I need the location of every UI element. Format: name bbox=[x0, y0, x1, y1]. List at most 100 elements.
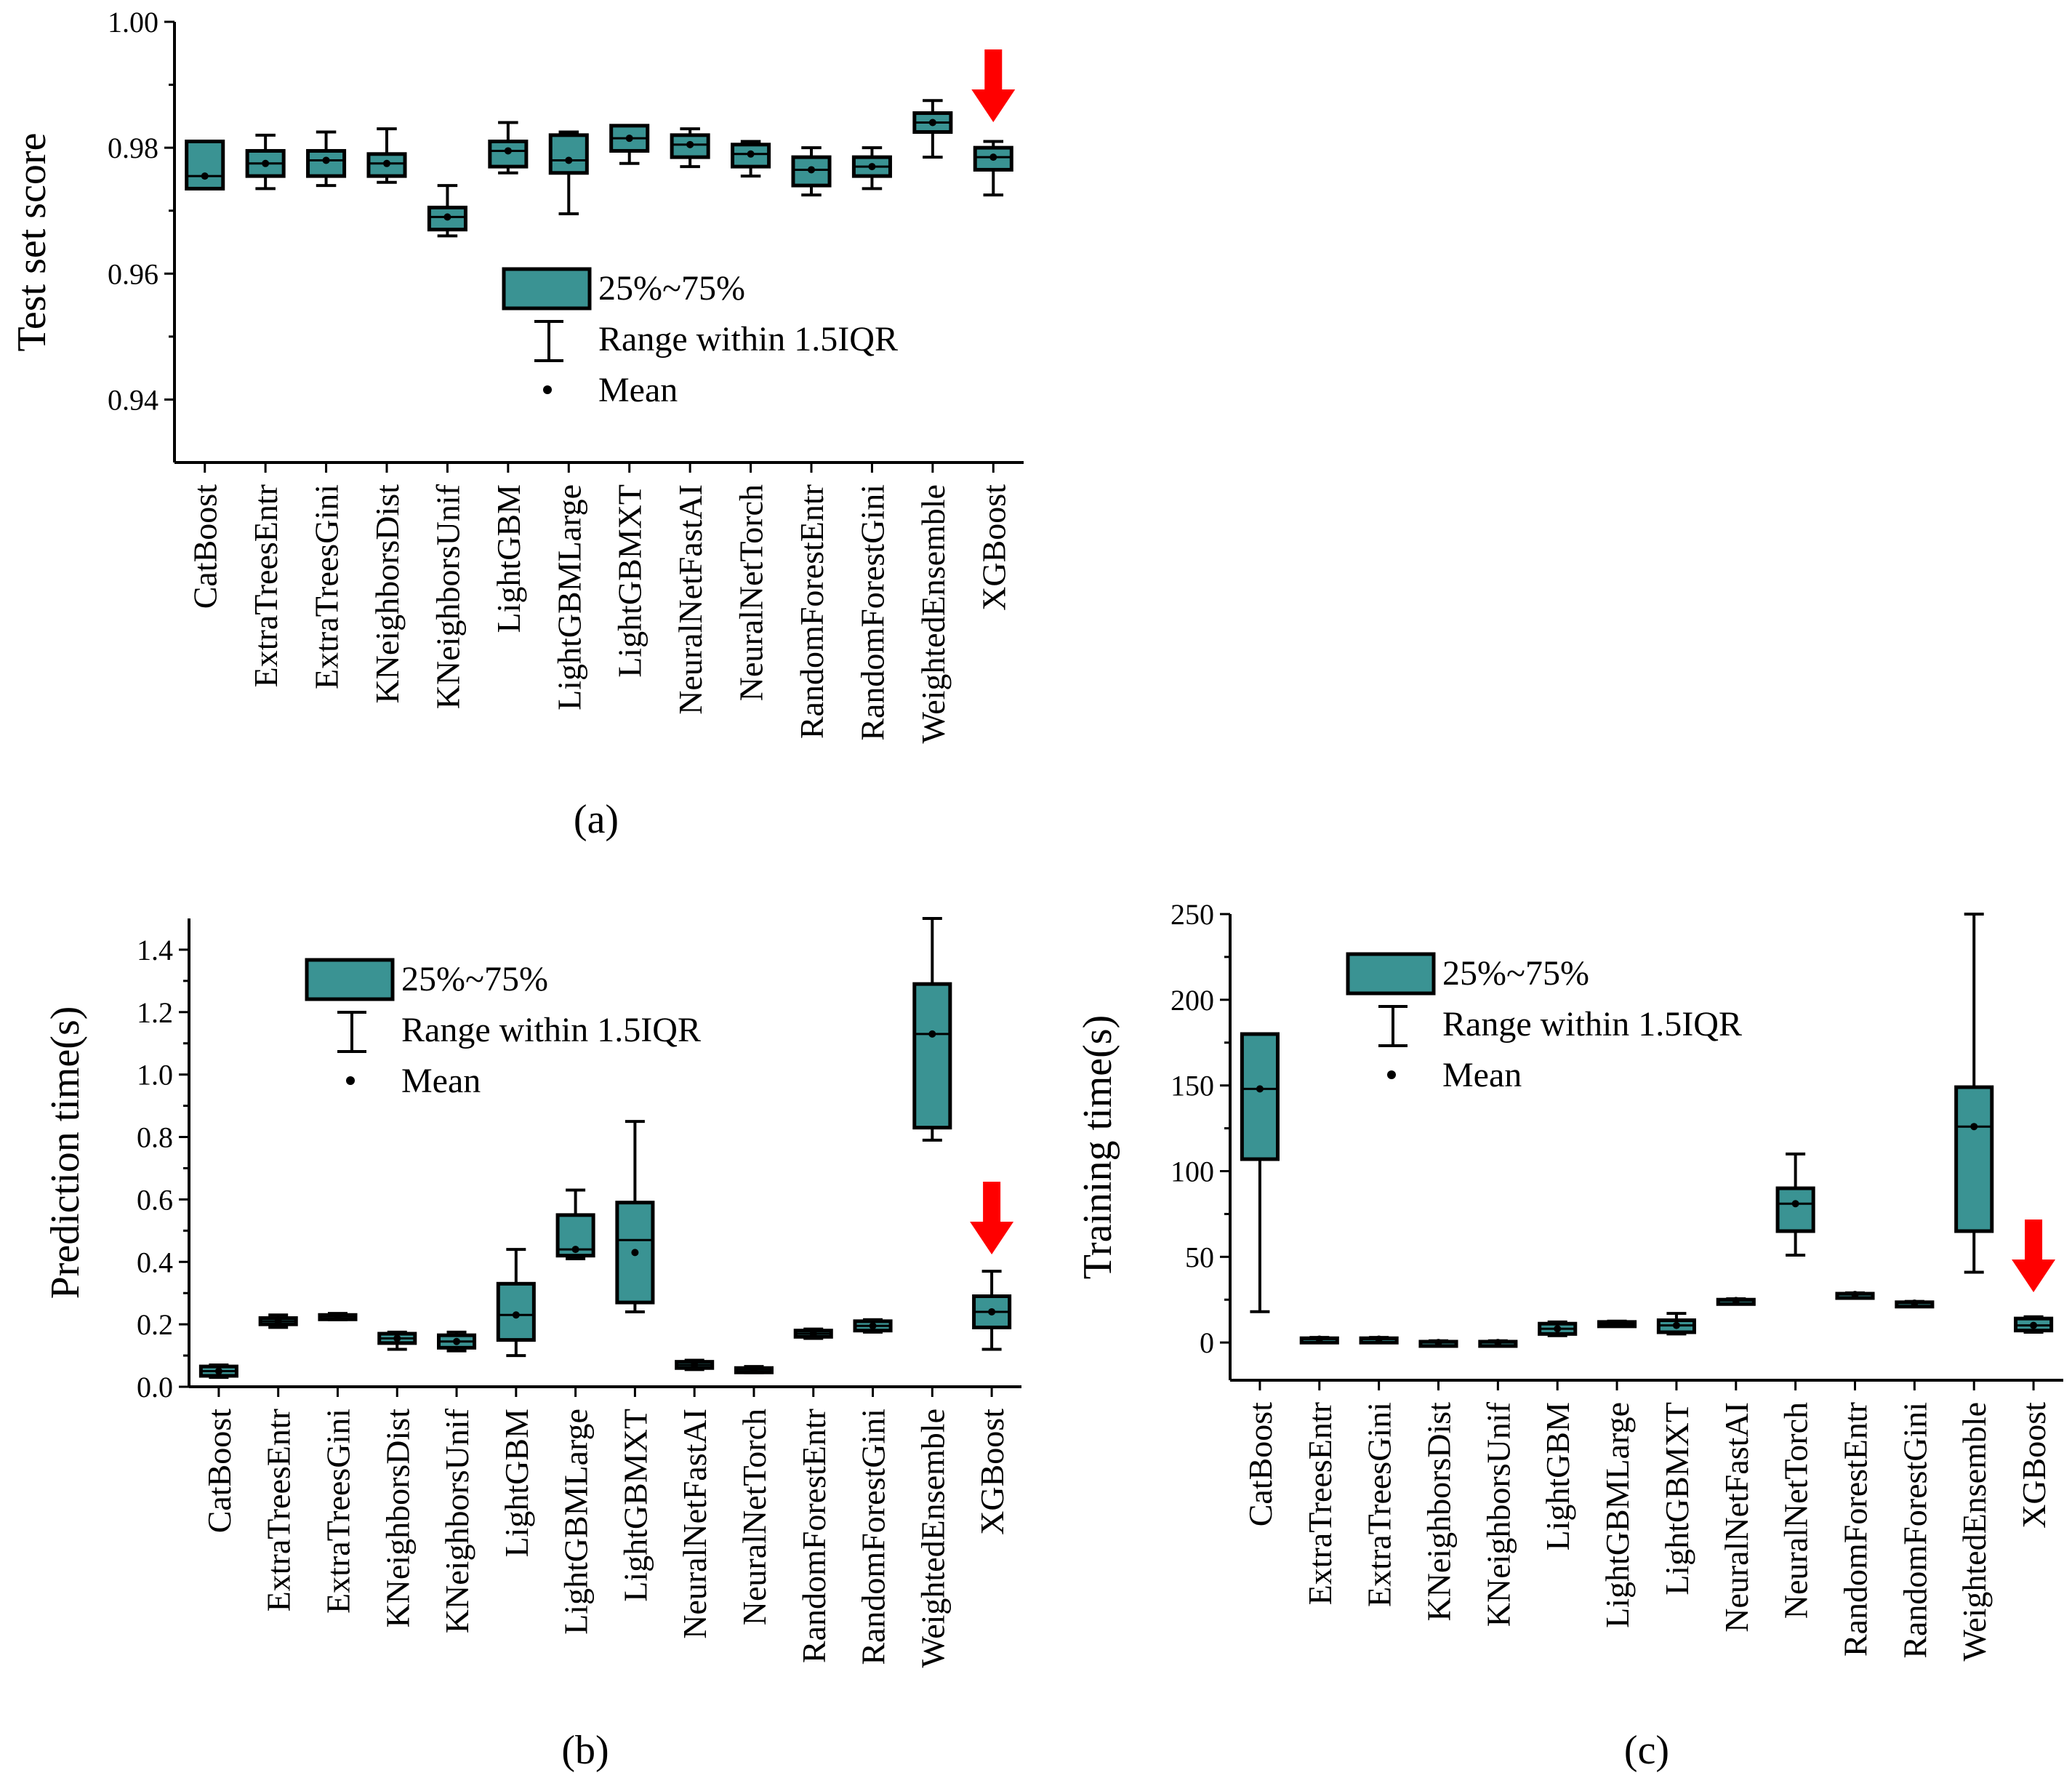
mean-dot-KNeighborsDist bbox=[383, 159, 390, 167]
y-tick-label: 50 bbox=[1185, 1241, 1214, 1273]
mean-dot-RandomForestEntr bbox=[1851, 1291, 1859, 1299]
mean-dot-RandomForestGini bbox=[868, 163, 876, 171]
mean-dot-NeuralNetFastAI bbox=[1732, 1297, 1740, 1305]
legend-whisker-label: Range within 1.5IQR bbox=[401, 1011, 701, 1049]
legend-mean-swatch bbox=[543, 385, 552, 394]
box-ExtraTreesGini bbox=[306, 148, 347, 178]
x-tick-label-KNeighborsDist: KNeighborsDist bbox=[369, 484, 406, 704]
y-axis-label: Test set score bbox=[9, 133, 55, 352]
panel-c-training-time: 0 50 100 150 200 250 Training time(s) CatBoost E… bbox=[1075, 898, 2063, 1773]
legend-mean-label: Mean bbox=[598, 371, 678, 409]
y-tick-label: 0.0 bbox=[137, 1371, 173, 1403]
mean-dot-LightGBM bbox=[504, 147, 512, 155]
mean-dot-LightGBMXT bbox=[1672, 1321, 1680, 1329]
x-tick-label-LightGBMLarge: LightGBMLarge bbox=[558, 1409, 595, 1635]
mean-dot-ExtraTreesEntr bbox=[274, 1317, 282, 1325]
highlight-arrow bbox=[971, 49, 1016, 122]
mean-dot-WeightedEnsemble bbox=[928, 119, 936, 127]
x-tick-label-NeuralNetTorch: NeuralNetTorch bbox=[736, 1409, 773, 1625]
y-tick-label: 0.8 bbox=[137, 1121, 173, 1154]
legend-mean-label: Mean bbox=[401, 1062, 481, 1100]
y-tick-label: 0 bbox=[1200, 1326, 1214, 1359]
mean-dot-KNeighborsUnif bbox=[1494, 1339, 1502, 1347]
x-tick-label-RandomForestEntr: RandomForestEntr bbox=[1837, 1402, 1874, 1657]
x-tick-label-LightGBMLarge: LightGBMLarge bbox=[1599, 1402, 1636, 1628]
mean-dot-XGBoost bbox=[989, 153, 997, 161]
legend-box-label: 25%~75% bbox=[598, 269, 745, 308]
mean-dot-LightGBMLarge bbox=[571, 1246, 579, 1254]
panel-a-test-set-score: 0.94 0.96 0.98 1.00 Test set score CatBoost Ex… bbox=[9, 6, 1024, 842]
mean-dot-NeuralNetTorch bbox=[1791, 1200, 1799, 1208]
y-tick-label: 0.2 bbox=[137, 1308, 173, 1341]
mean-dot-LightGBMXT bbox=[625, 135, 633, 143]
mean-dot-LightGBMLarge bbox=[565, 156, 573, 164]
mean-dot-CatBoost bbox=[214, 1367, 222, 1375]
mean-dot-KNeighborsUnif bbox=[453, 1337, 461, 1345]
mean-dot-LightGBM bbox=[1554, 1325, 1562, 1333]
x-tick-label-CatBoost: CatBoost bbox=[1242, 1402, 1279, 1526]
panel-caption: (a) bbox=[574, 797, 619, 842]
x-tick-label-LightGBMXT: LightGBMXT bbox=[1658, 1402, 1695, 1595]
x-tick-label-NeuralNetTorch: NeuralNetTorch bbox=[1778, 1402, 1815, 1619]
box-CatBoost bbox=[1240, 1032, 1280, 1161]
x-tick-label-LightGBM: LightGBM bbox=[1539, 1402, 1576, 1550]
mean-dot-ExtraTreesGini bbox=[322, 156, 330, 164]
y-tick-label: 150 bbox=[1170, 1070, 1214, 1102]
mean-dot-NeuralNetTorch bbox=[750, 1366, 758, 1374]
y-tick-label: 1.4 bbox=[137, 934, 173, 966]
mean-dot-RandomForestGini bbox=[1911, 1299, 1919, 1307]
mean-dot-RandomForestEntr bbox=[808, 166, 815, 174]
y-tick-label: 1.0 bbox=[137, 1059, 173, 1092]
box-NeuralNetTorch bbox=[1775, 1186, 1815, 1233]
mean-dot-XGBoost bbox=[2030, 1321, 2038, 1329]
x-tick-label-LightGBMXT: LightGBMXT bbox=[617, 1409, 654, 1602]
mean-dot-CatBoost bbox=[1256, 1085, 1264, 1093]
mean-dot-ExtraTreesGini bbox=[334, 1313, 342, 1321]
mean-dot-LightGBM bbox=[512, 1311, 520, 1319]
legend-mean-swatch bbox=[346, 1076, 355, 1085]
y-tick-label: 1.2 bbox=[137, 996, 173, 1029]
x-tick-label-ExtraTreesGini: ExtraTreesGini bbox=[319, 1409, 356, 1614]
x-tick-label-ExtraTreesEntr: ExtraTreesEntr bbox=[1301, 1402, 1338, 1605]
legend-box-swatch bbox=[502, 267, 592, 311]
highlight-arrow bbox=[970, 1182, 1014, 1254]
mean-dot-LightGBMXT bbox=[631, 1249, 639, 1257]
x-tick-label-LightGBMLarge: LightGBMLarge bbox=[550, 484, 587, 710]
y-tick-label: 250 bbox=[1170, 898, 1214, 931]
box-WeightedEnsemble bbox=[912, 982, 952, 1130]
x-tick-label-ExtraTreesGini: ExtraTreesGini bbox=[1361, 1402, 1398, 1607]
x-tick-label-RandomForestEntr: RandomForestEntr bbox=[793, 484, 830, 739]
mean-dot-KNeighborsDist bbox=[1434, 1339, 1442, 1347]
box-WeightedEnsemble bbox=[1954, 1085, 1994, 1233]
legend-whisker-label: Range within 1.5IQR bbox=[598, 320, 898, 359]
mean-dot-LightGBMLarge bbox=[1613, 1320, 1621, 1328]
y-tick-label: 0.6 bbox=[137, 1183, 173, 1216]
mean-dot-XGBoost bbox=[988, 1308, 996, 1316]
mean-dot-RandomForestGini bbox=[869, 1322, 877, 1330]
mean-dot-WeightedEnsemble bbox=[1970, 1123, 1978, 1131]
x-tick-label-CatBoost: CatBoost bbox=[201, 1409, 238, 1533]
y-tick-label: 100 bbox=[1170, 1155, 1214, 1188]
mean-dot-NeuralNetFastAI bbox=[691, 1361, 699, 1369]
mean-dot-KNeighborsUnif bbox=[443, 213, 451, 221]
x-tick-label-RandomForestEntr: RandomForestEntr bbox=[795, 1409, 832, 1663]
mean-dot-RandomForestEntr bbox=[809, 1330, 817, 1338]
x-tick-label-KNeighborsDist: KNeighborsDist bbox=[1421, 1402, 1458, 1622]
mean-dot-CatBoost bbox=[201, 172, 209, 180]
x-tick-label-LightGBM: LightGBM bbox=[490, 484, 527, 633]
highlight-arrow bbox=[2012, 1220, 2056, 1292]
legend-box-label: 25%~75% bbox=[1442, 954, 1589, 993]
y-tick-label: 0.96 bbox=[108, 257, 158, 290]
legend-box-swatch bbox=[1346, 952, 1436, 996]
mean-dot-ExtraTreesEntr bbox=[262, 159, 270, 167]
x-tick-label-WeightedEnsemble: WeightedEnsemble bbox=[914, 1409, 951, 1668]
x-tick-label-ExtraTreesEntr: ExtraTreesEntr bbox=[247, 484, 284, 687]
box-LightGBMLarge bbox=[548, 133, 589, 175]
x-tick-label-NeuralNetFastAI: NeuralNetFastAI bbox=[1718, 1402, 1755, 1633]
x-tick-label-KNeighborsDist: KNeighborsDist bbox=[379, 1409, 416, 1628]
x-tick-label-KNeighborsUnif: KNeighborsUnif bbox=[1479, 1401, 1517, 1627]
mean-dot-NeuralNetFastAI bbox=[686, 140, 694, 148]
mean-dot-KNeighborsDist bbox=[393, 1334, 401, 1342]
box-XGBoost bbox=[973, 145, 1013, 172]
